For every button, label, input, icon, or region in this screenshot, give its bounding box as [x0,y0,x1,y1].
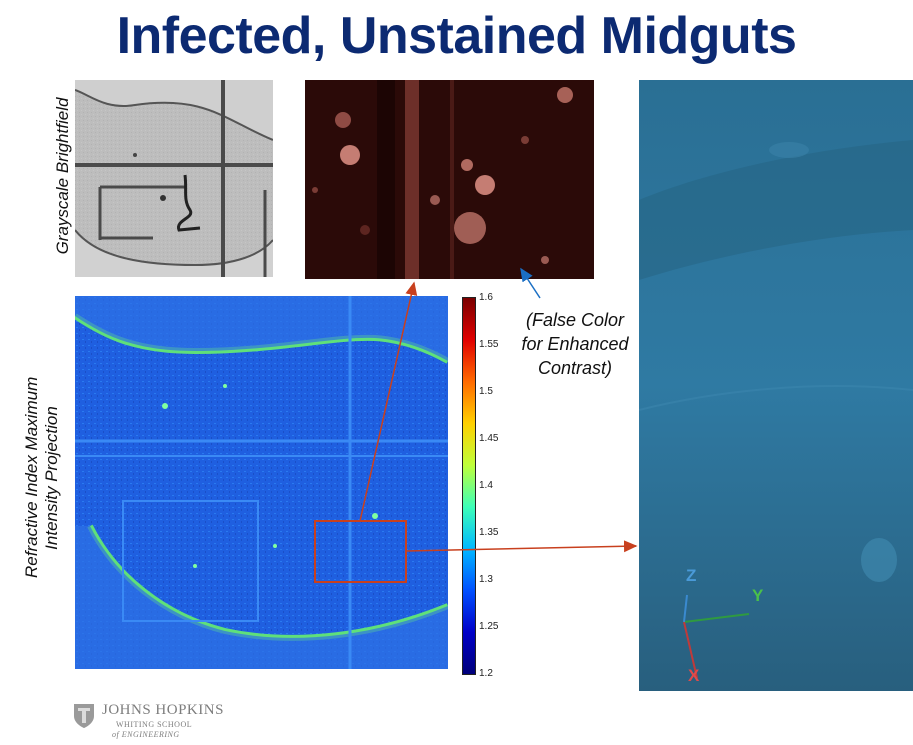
grayscale-brightfield-label: Grayscale Brightfield [53,97,72,255]
colorbar-tick: 1.45 [479,433,499,444]
axis-z-line [683,594,688,623]
refractive-index-colorbar [462,297,476,675]
jhu-whiting-logo: JOHNS HOPKINS WHITING SCHOOL of ENGINEER… [72,700,232,742]
colorbar-tick: 1.5 [479,386,493,397]
colorbar-tick: 1.55 [479,339,499,350]
axis-y-line [683,613,750,623]
axis-x-line [683,621,698,679]
false-color-note-line3: Contrast) [537,358,613,378]
slide-title: Infected, Unstained Midguts [116,7,797,65]
axis-x-label: X [688,666,700,685]
colorbar-tick: 1.6 [479,292,493,303]
axis-y-label: Y [752,586,764,605]
false-color-note-line2: for Enhanced [521,334,629,354]
refractive-index-projection-image [75,296,448,669]
refractive-index-label-line2: Intensity Projection [42,406,61,550]
colorbar-tick: 1.3 [479,574,493,585]
false-color-image [305,80,594,279]
jhu-school-line1: WHITING SCHOOL [116,720,193,729]
colorbar-tick: 1.2 [479,668,493,679]
false-color-note: (False Color for Enhanced Contrast) [500,308,650,380]
grayscale-brightfield-image [75,80,273,277]
colorbar-tick: 1.4 [479,480,493,491]
jhu-school-line2: of ENGINEERING [112,730,180,739]
shield-icon [74,704,94,728]
refractive-index-label: Refractive Index Maximum Intensity Proje… [22,376,66,578]
colorbar-tick: 1.35 [479,527,499,538]
jhu-name: JOHNS HOPKINS [102,702,224,718]
3d-render-image [639,80,913,691]
axis-z-label: Z [686,566,697,585]
false-color-note-line1: (False Color [525,310,625,330]
refractive-index-label-line1: Refractive Index Maximum [22,376,41,578]
colorbar-tick: 1.25 [479,621,499,632]
